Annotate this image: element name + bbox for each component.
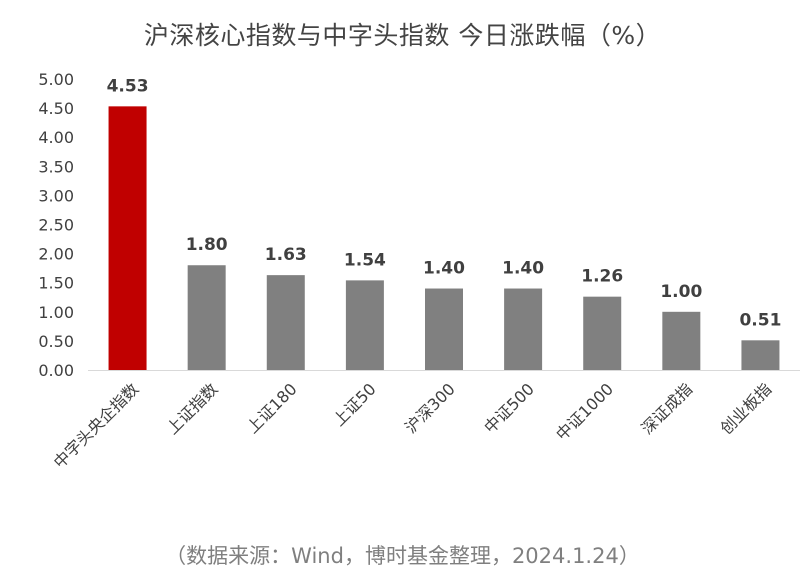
y-tick-label: 3.50 [38,157,74,176]
data-source-note: （数据来源：Wind，博时基金整理，2024.1.24） [165,544,640,568]
x-tick-label: 上证50 [329,379,379,429]
y-tick-label: 4.50 [38,99,74,118]
y-tick-label: 0.50 [38,332,74,351]
y-tick-label: 1.50 [38,274,74,293]
x-tick-label: 中字头央企指数 [50,379,143,472]
bar [741,340,780,370]
y-tick-label: 1.00 [38,303,74,322]
y-tick-label: 0.00 [38,361,74,380]
bar [662,311,701,370]
y-tick-label: 5.00 [38,70,74,89]
y-tick-label: 2.00 [38,245,74,264]
y-tick-label: 4.00 [38,128,74,147]
x-tick-label: 中证1000 [552,379,617,444]
data-label: 1.26 [581,267,623,287]
bar [504,288,543,370]
x-tick-label: 深证成指 [637,379,696,438]
data-label: 1.80 [186,235,228,255]
x-tick-label: 上证180 [243,379,301,437]
bar [266,275,305,370]
x-tick-label: 沪深300 [401,379,459,437]
data-label: 1.54 [344,250,386,270]
data-label: 4.53 [107,76,149,96]
data-label: 1.40 [423,259,465,279]
chart-title: 沪深核心指数与中字头指数 今日涨跌幅（%） [143,21,662,50]
data-label: 1.40 [502,259,544,279]
bar [345,280,384,370]
bar [187,265,226,370]
x-tick-label: 创业板指 [717,379,776,438]
y-tick-label: 3.00 [38,186,74,205]
y-tick-label: 2.50 [38,216,74,235]
data-label: 0.51 [739,310,781,330]
x-tick-label: 上证指数 [163,379,222,438]
data-label: 1.00 [660,282,702,302]
bar [108,106,147,370]
bar [583,296,622,370]
data-label: 1.63 [265,245,307,265]
x-tick-label: 中证500 [480,379,538,437]
bar [425,288,463,370]
